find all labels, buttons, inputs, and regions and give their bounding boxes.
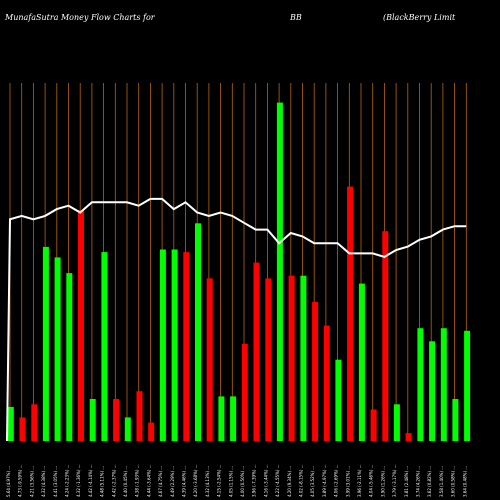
x-tick-label: 3.62 (0.82%) ... [427,466,432,497]
bar-38 [452,399,459,441]
bar-3 [42,246,49,441]
bar-21 [253,262,260,441]
bar-35 [417,328,424,441]
bar-0 [7,406,14,441]
x-tick-label: 3.96 (-2.11%) ... [357,464,362,497]
x-tick-label: 4.49 (2.29%) ... [170,466,175,497]
x-tick-label: 4.20 (9.34%) ... [287,466,292,497]
bar-4 [54,257,61,441]
bar-17 [206,278,213,441]
x-tick-label: 4.73 (-9.59%) ... [18,464,23,497]
x-tick-label: 3.74 (4.26%) ... [416,466,421,497]
x-tick-label: 4.42 (-4.14%) ... [88,464,93,497]
x-tick-labels: 5.64 (4.97%) ... 4.73 (-9.59%) ... 4.21 (3… [6,464,467,497]
bar-13 [159,249,166,441]
x-tick-label: 4.67 (4.75%) ... [158,466,163,497]
x-tick-label: 4.21 (3.56%) ... [29,466,34,497]
bar-31 [370,409,377,441]
x-tick-label: 4.39 (4.46%) ... [182,466,187,497]
header-title-left: MunafaSutra Money Flow Charts for [4,13,156,22]
x-tick-label: 5.64 (4.97%) ... [6,466,11,497]
bar-20 [241,343,248,441]
bar-15 [183,252,190,441]
bar-2 [31,404,38,441]
x-tick-label: 4.15 (-2.54%) ... [217,464,222,497]
x-tick-label: 3.79 (-3.17%) ... [392,464,397,497]
bar-8 [101,252,108,441]
x-tick-label: 4.04 (-5.46%) ... [369,464,374,497]
flow-line-series [6,197,467,442]
x-tick-label: 4.24 (-2.23%) ... [65,464,70,497]
bar-11 [136,391,143,441]
bar-12 [148,422,155,441]
bar-7 [89,399,96,441]
flow-line [6,197,467,442]
bar-14 [171,249,178,441]
bar-36 [429,341,436,441]
x-tick-label: 4.02 (-8.15%) ... [299,464,304,497]
bar-30 [358,283,365,441]
bar-9 [113,399,120,441]
header-company: (BlackBerry Limit [383,13,456,22]
bar-5 [66,273,73,441]
x-tick-label: 4.42 (-2.37%) ... [111,464,116,497]
x-tick-label: 4.32 (-1.36%) ... [76,464,81,497]
bar-37 [440,328,447,441]
x-tick-label: 3.81 (2.48%) ... [404,466,409,497]
bar-1 [19,417,26,441]
x-tick-label: 4.48 (5.11%) ... [100,466,105,497]
x-tick-label: 4.40 (0.45%) ... [123,466,128,497]
bar-28 [335,359,342,441]
x-tick-label: 4.00 (0.50%) ... [240,466,245,497]
bar-39 [464,330,471,441]
bar-32 [382,231,389,441]
bar-23 [276,102,283,441]
bar-33 [393,404,400,441]
x-tick-label: 3.96 (-7.39%) ... [252,464,257,497]
x-tick-label: 4.20 (-3.68%) ... [193,464,198,497]
bar-26 [312,302,319,441]
bar-34 [405,433,412,441]
bar-25 [300,275,307,441]
header-symbol: BB [289,13,302,22]
bar-29 [347,186,354,441]
bar-22 [265,278,272,441]
x-tick-label: 4.05 (3.52%) ... [310,466,315,497]
x-tick-label: 4.16 (-3.44%) ... [263,464,268,497]
bar-19 [230,396,237,441]
x-tick-label: 3.90 (1.26%) ... [380,466,385,497]
x-tick-label: 3.60 (0.58%) ... [451,466,456,497]
x-tick-label: 4.38 (-1.93%) ... [135,464,140,497]
x-tick-label: 4.22 (-4.55%) ... [275,464,280,497]
x-tick-label: 3.58 (1.40%) ... [439,466,444,497]
bar-18 [218,396,225,441]
bar-24 [288,275,295,441]
x-tick-label: 4.41 (3.05%) ... [53,466,58,497]
x-tick-label: 4.32 (4.38%) ... [41,466,46,497]
x-tick-label: 4.44 (-3.64%) ... [146,464,151,497]
bar-10 [124,417,131,441]
x-tick-label: 4.05 (1.15%) ... [228,466,233,497]
x-tick-label: 3.64 (0.48%) ... [462,466,467,497]
bar-6 [78,210,84,441]
x-tick-label: 4.06 (-2.69%) ... [334,464,339,497]
x-tick-label: 3.89 (-4.97%) ... [322,464,327,497]
x-tick-label: 4.32 (4.13%) ... [205,466,210,497]
bar-27 [323,325,330,441]
x-tick-label: 3.99 (3.01%) ... [345,466,350,497]
bar-series [7,102,471,441]
bar-16 [195,223,201,441]
